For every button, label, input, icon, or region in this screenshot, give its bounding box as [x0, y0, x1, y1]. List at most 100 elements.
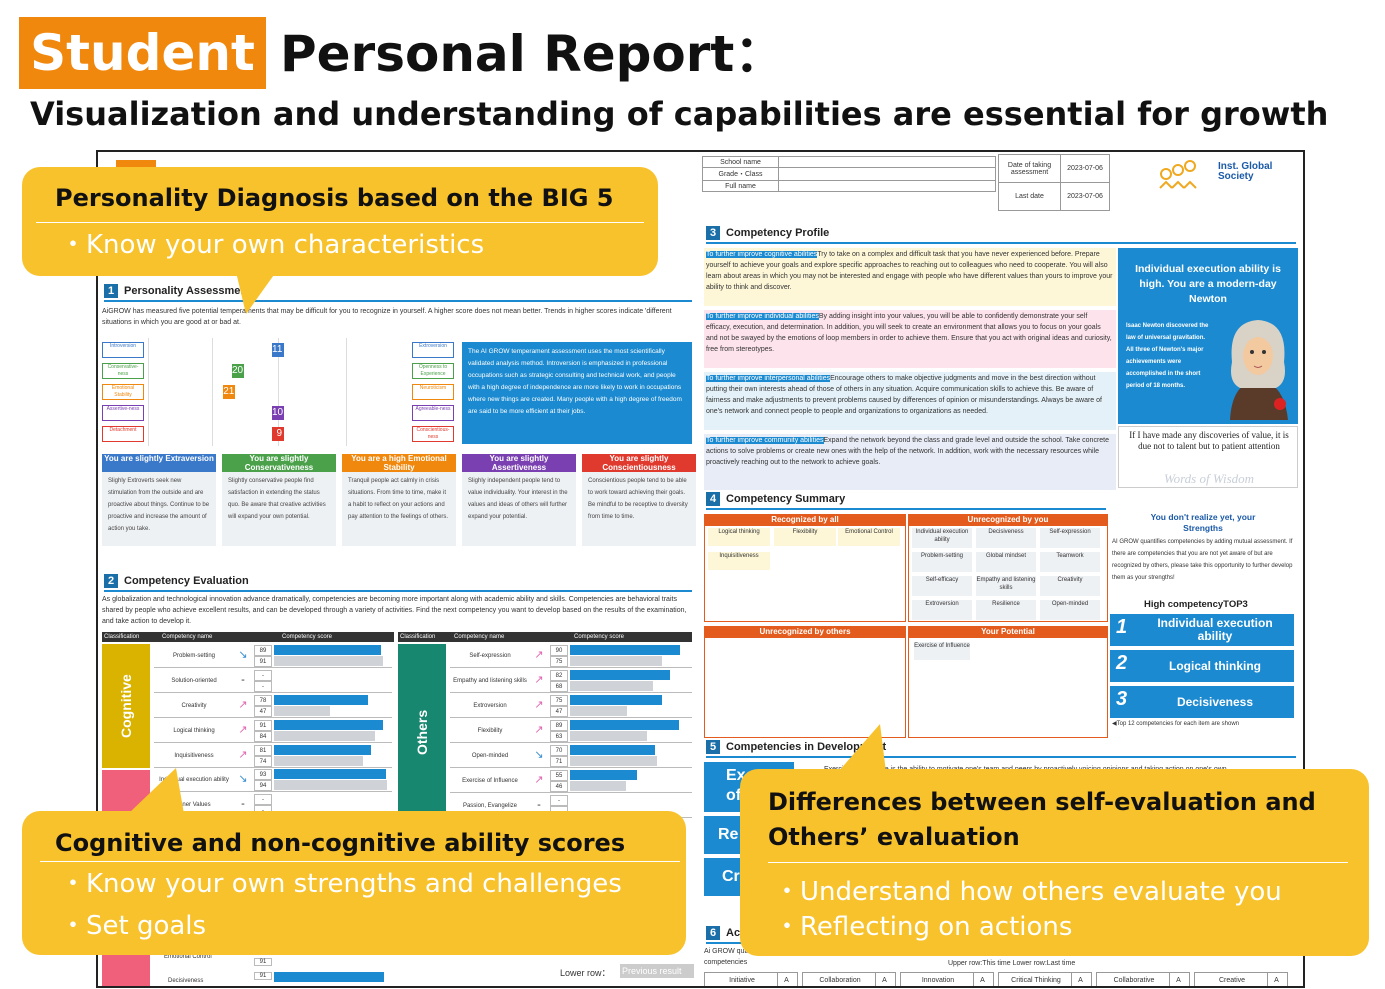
unrecognized-item: Teamwork [1040, 552, 1100, 572]
unrecognized-item: Open-minded [1040, 600, 1100, 620]
competency-row: Solution-oriented - - - [154, 669, 392, 693]
current-score-bar [570, 645, 680, 655]
current-score-bar [274, 695, 368, 705]
date-table: Date of taking assessment 2023-07-06 Last… [998, 154, 1110, 211]
top12-note: ◀Top 12 competencies for each item are s… [1112, 721, 1240, 727]
trait-card: You are a high Emotional Stability Tranqu… [342, 454, 456, 546]
current-score: 93 [254, 769, 272, 780]
top-competency: 2 Logical thinking [1110, 650, 1294, 682]
unrecognized-item: Extroversion [912, 600, 972, 620]
personality-chart: Introversion 11 Conservative-ness 20 Emotion… [102, 338, 454, 446]
strengths-title: You don't realize yet, your Strengths [1150, 512, 1256, 533]
personality-right-label: Conscientious-ness [412, 426, 454, 442]
competency-name: Passion, Evangelize [462, 803, 518, 809]
recognized-item: Emotional Control [838, 528, 900, 546]
ac-item-name: Collaborative [1113, 977, 1155, 984]
top-competency-rank: 2 [1116, 652, 1128, 674]
competency-name: Open-minded [471, 753, 509, 759]
ac-item-name: Creative [1218, 977, 1246, 984]
school-name-value [778, 156, 996, 168]
competency-name: Logical thinking [173, 728, 215, 734]
unrecognized-item: Self-efficacy [912, 576, 972, 596]
competency-name: Solution-oriented [171, 678, 217, 684]
personality-left-label: Introversion [102, 342, 144, 358]
competency-name: Individual execution ability [159, 777, 229, 783]
callout-scores-item-0: ・Know your own strengths and challenges [60, 869, 622, 899]
previous-score: 47 [550, 706, 568, 717]
profile-highlight: To further improve community abilities [706, 437, 824, 444]
trait-card-title: You are slightly Conscientiousness [582, 454, 696, 472]
trait-card: You are slightly Conservativeness Slightl… [222, 454, 336, 546]
previous-score: - [254, 681, 272, 692]
grade-class-label: Grade・Class [702, 167, 779, 181]
emotional-control-row: Emotional Control 91 [154, 952, 392, 970]
personality-left-label: Detachment [102, 426, 144, 442]
recognized-item: Inquisitiveness [708, 552, 770, 570]
current-score: 78 [254, 695, 272, 706]
callout-big5-pointer [236, 272, 276, 314]
page-subtitle: Visualization and understanding of capab… [30, 95, 1329, 133]
previous-score-bar [570, 756, 657, 766]
section-1-intro: AiGROW has measured five potential tempe… [102, 308, 672, 326]
trait-card-title: You are slightly Assertiveness [462, 454, 576, 472]
trait-card: You are slightly Extraversion Slighly Ext… [102, 454, 216, 546]
current-score: 81 [254, 745, 272, 756]
callout-diff-item-1: ・Reflecting on actions [774, 912, 1073, 942]
ac-item-name: Initiative [729, 977, 755, 984]
competency-name: Problem-setting [172, 653, 216, 659]
previous-score-bar [570, 731, 647, 741]
section-1-title: 1 Personality Assessment [104, 284, 251, 298]
callout-big5-title: Personality Diagnosis based on the BIG 5 [55, 184, 614, 212]
callout-big5: Personality Diagnosis based on the BIG 5… [22, 167, 658, 276]
personality-info-box: The AI GROW temperament assessment uses … [462, 342, 692, 444]
current-score-bar [274, 769, 386, 779]
trait-card-title: You are slightly Conservativeness [222, 454, 336, 472]
current-score-bar [274, 720, 384, 730]
previous-score-bar [274, 780, 387, 790]
trait-card-body: Tranquil people act calmly in crisis sit… [348, 478, 449, 520]
aigrow-logo [116, 160, 276, 170]
decisiveness-row: Decisiveness 91 [154, 972, 392, 986]
unrecognized-others-area [704, 638, 906, 738]
unrecognized-item: Problem-setting [912, 552, 972, 572]
previous-score-bar [570, 681, 653, 691]
personality-left-label: Conservative-ness [102, 363, 144, 379]
unrecognized-item: Empathy and listening skills [976, 576, 1036, 596]
competency-row: Open-minded ↘ 70 71 [450, 744, 692, 768]
profile-paragraph: To further improve cognitive abilitiesTr… [704, 248, 1116, 306]
last-date-label: Last date [998, 182, 1061, 211]
trait-card-title: You are slightly Extraversion [102, 454, 216, 472]
institute-logo: Inst. Global Society [1158, 160, 1272, 196]
full-name-value [778, 180, 996, 192]
your-potential-header: Your Potential [908, 626, 1108, 638]
competency-row: Empathy and listening skills ↗ 82 68 [450, 669, 692, 693]
trait-card-body: Slighly independent people tend to value… [468, 478, 568, 520]
competency-row: Flexibility ↗ 89 63 [450, 719, 692, 743]
quote-text: If I have made any discoveries of value,… [1129, 430, 1289, 451]
current-score: 90 [550, 645, 568, 656]
personality-right-label: Extroversion [412, 342, 454, 358]
top-competency: 3 Decisiveness [1110, 686, 1294, 718]
previous-score-bar [570, 781, 627, 791]
trait-card-title: You are a high Emotional Stability [342, 454, 456, 472]
current-score: 89 [550, 720, 568, 731]
section-4-title: 4 Competency Summary [706, 492, 845, 506]
current-score: 82 [550, 670, 568, 681]
current-score-bar [570, 720, 679, 730]
recognized-by-all-header: Recognized by all [704, 514, 906, 526]
competency-name: Flexibility [477, 728, 503, 734]
personality-bar: 11 [272, 343, 284, 357]
ac-item: Collaborative A [1096, 972, 1190, 986]
previous-score: 46 [550, 781, 568, 792]
school-name-label: School name [702, 156, 779, 168]
competency-row: Self-expression ↗ 90 75 [450, 644, 692, 668]
competency-name: Inquisitiveness [174, 753, 214, 759]
unrecognized-item: Global mindset [976, 552, 1036, 572]
current-score-bar [570, 745, 656, 755]
competency-name: Self-expression [469, 653, 511, 659]
ac-item: Critical Thinking A [998, 972, 1092, 986]
trend-arrow-icon: ↗ [238, 699, 248, 711]
profile-paragraph: To further improve community abilitiesEx… [704, 434, 1116, 490]
profile-highlight: To further improve interpersonal abiliti… [706, 375, 831, 382]
strengths-body: AI GROW quantifies competencies by addin… [1112, 539, 1293, 581]
